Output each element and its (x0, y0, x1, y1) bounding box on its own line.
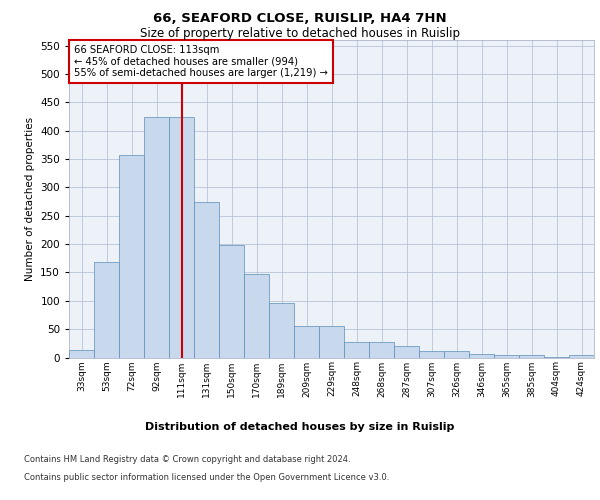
Bar (169, 116, 194, 358)
Bar (69, 350, 94, 358)
Bar (419, 352, 444, 358)
Text: 66, SEAFORD CLOSE, RUISLIP, HA4 7HN: 66, SEAFORD CLOSE, RUISLIP, HA4 7HN (153, 12, 447, 26)
Bar (294, 326, 319, 358)
Text: 66 SEAFORD CLOSE: 113sqm
← 45% of detached houses are smaller (994)
55% of semi-: 66 SEAFORD CLOSE: 113sqm ← 45% of detach… (74, 45, 328, 78)
Text: Size of property relative to detached houses in Ruislip: Size of property relative to detached ho… (140, 28, 460, 40)
Text: Contains public sector information licensed under the Open Government Licence v3: Contains public sector information licen… (24, 472, 389, 482)
Bar (344, 342, 369, 357)
Bar (494, 354, 519, 358)
Bar (394, 346, 419, 358)
Bar (319, 326, 344, 358)
Bar (569, 355, 594, 358)
Text: Distribution of detached houses by size in Ruislip: Distribution of detached houses by size … (145, 422, 455, 432)
Bar (144, 116, 169, 358)
Y-axis label: Number of detached properties: Number of detached properties (25, 116, 35, 281)
Bar (94, 262, 119, 358)
Bar (119, 155, 144, 358)
Bar (219, 244, 244, 358)
Bar (244, 274, 269, 357)
Bar (519, 355, 544, 358)
Bar (544, 357, 569, 358)
Bar (369, 342, 394, 357)
Bar (469, 354, 494, 358)
Bar (269, 303, 294, 358)
Text: Contains HM Land Registry data © Crown copyright and database right 2024.: Contains HM Land Registry data © Crown c… (24, 455, 350, 464)
Bar (444, 352, 469, 358)
Bar (194, 202, 219, 358)
